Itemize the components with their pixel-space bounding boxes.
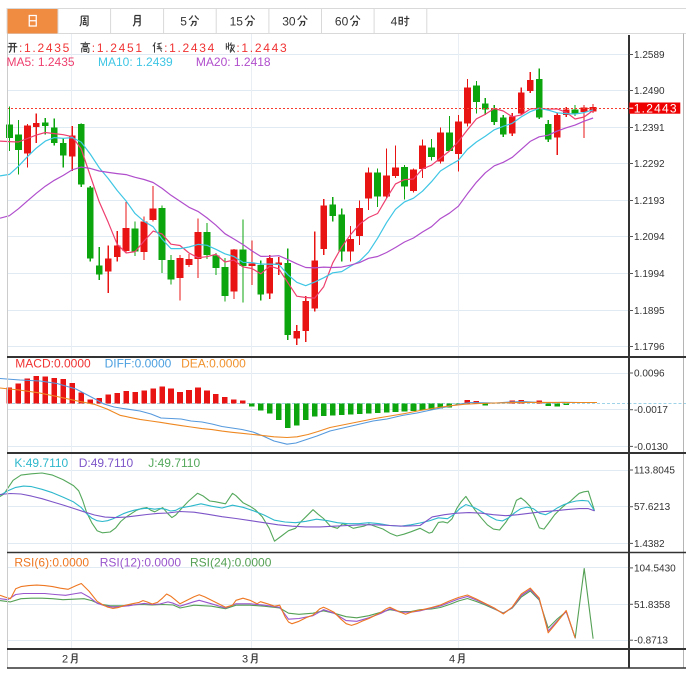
svg-text:-0.8713: -0.8713: [634, 636, 668, 647]
svg-text::1.2435: :1.2435: [19, 41, 71, 55]
svg-text::1.2434: :1.2434: [164, 41, 216, 55]
svg-text:2: 2: [62, 654, 68, 666]
svg-text::1.2443: :1.2443: [236, 41, 288, 55]
svg-text:0.0096: 0.0096: [634, 369, 665, 380]
svg-text:1.2391: 1.2391: [634, 123, 665, 134]
svg-text:K:49.7110: K:49.7110: [14, 456, 68, 470]
svg-text:MA5: 1.2435: MA5: 1.2435: [7, 55, 75, 69]
svg-text:4: 4: [449, 654, 455, 666]
svg-text:MACD:0.0000: MACD:0.0000: [15, 357, 91, 371]
svg-text:1.1994: 1.1994: [634, 269, 665, 280]
svg-text:RSI(12):0.0000: RSI(12):0.0000: [100, 556, 182, 570]
svg-text:MA20: 1.2418: MA20: 1.2418: [196, 55, 271, 69]
svg-text:RSI(6):0.0000: RSI(6):0.0000: [14, 556, 89, 570]
svg-text:1.2193: 1.2193: [634, 196, 665, 207]
svg-text:4: 4: [391, 14, 398, 28]
svg-text:3: 3: [242, 654, 248, 666]
svg-text:113.8045: 113.8045: [634, 466, 675, 477]
svg-text:DEA:0.0000: DEA:0.0000: [181, 357, 246, 371]
svg-text:104.5430: 104.5430: [634, 563, 676, 574]
svg-text:J:49.7110: J:49.7110: [148, 456, 200, 470]
svg-text:30: 30: [282, 14, 296, 28]
svg-text:15: 15: [230, 14, 244, 28]
svg-text:D:49.7110: D:49.7110: [79, 456, 134, 470]
svg-text:57.6213: 57.6213: [634, 502, 671, 513]
svg-text:60: 60: [335, 14, 349, 28]
svg-text:1.2443: 1.2443: [634, 102, 678, 116]
svg-text:-0.0017: -0.0017: [634, 405, 668, 416]
svg-text:DIFF:0.0000: DIFF:0.0000: [105, 357, 172, 371]
svg-text:5: 5: [180, 14, 187, 28]
svg-text:MA10: 1.2439: MA10: 1.2439: [98, 55, 173, 69]
svg-text:1.1796: 1.1796: [634, 342, 665, 353]
svg-text::1.2451: :1.2451: [92, 41, 144, 55]
svg-text:51.8358: 51.8358: [634, 600, 671, 611]
svg-text:1.2094: 1.2094: [634, 232, 665, 243]
svg-text:1.2292: 1.2292: [634, 159, 665, 170]
svg-text:-0.0130: -0.0130: [634, 442, 668, 453]
svg-text:1.1895: 1.1895: [634, 306, 665, 317]
svg-text:RSI(24):0.0000: RSI(24):0.0000: [190, 556, 272, 570]
svg-text:1.2589: 1.2589: [634, 50, 665, 61]
svg-text:1.4382: 1.4382: [634, 539, 665, 550]
svg-text:1.2490: 1.2490: [634, 86, 665, 97]
